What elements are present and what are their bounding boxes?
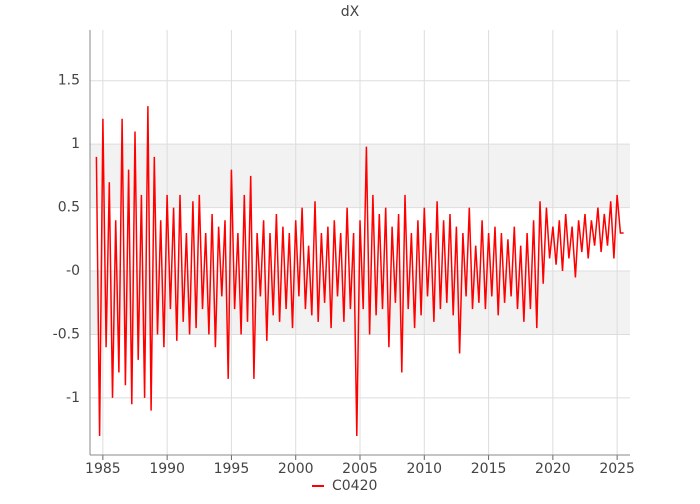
series-line [95,106,624,437]
chart-title: dX [341,4,360,20]
x-tick-label: 2025 [599,461,635,477]
x-tick-label: 1985 [85,461,121,477]
x-tick-label: 1990 [149,461,185,477]
x-tick-label: 2020 [535,461,571,477]
y-tick-label: 1.5 [58,73,80,89]
y-tick-label: 0.5 [58,200,80,216]
y-tick-label: -1 [66,390,80,406]
x-tick-label: 1995 [214,461,250,477]
x-tick-label: 2005 [342,461,378,477]
y-tick-label: -0.5 [53,326,80,342]
x-tick-label: 2000 [278,461,314,477]
y-tick-label: -0 [66,263,80,279]
x-tick-label: 2010 [406,461,442,477]
y-tick-label: 1 [71,136,80,152]
legend-label: C0420 [332,478,377,494]
x-tick-label: 2015 [471,461,507,477]
